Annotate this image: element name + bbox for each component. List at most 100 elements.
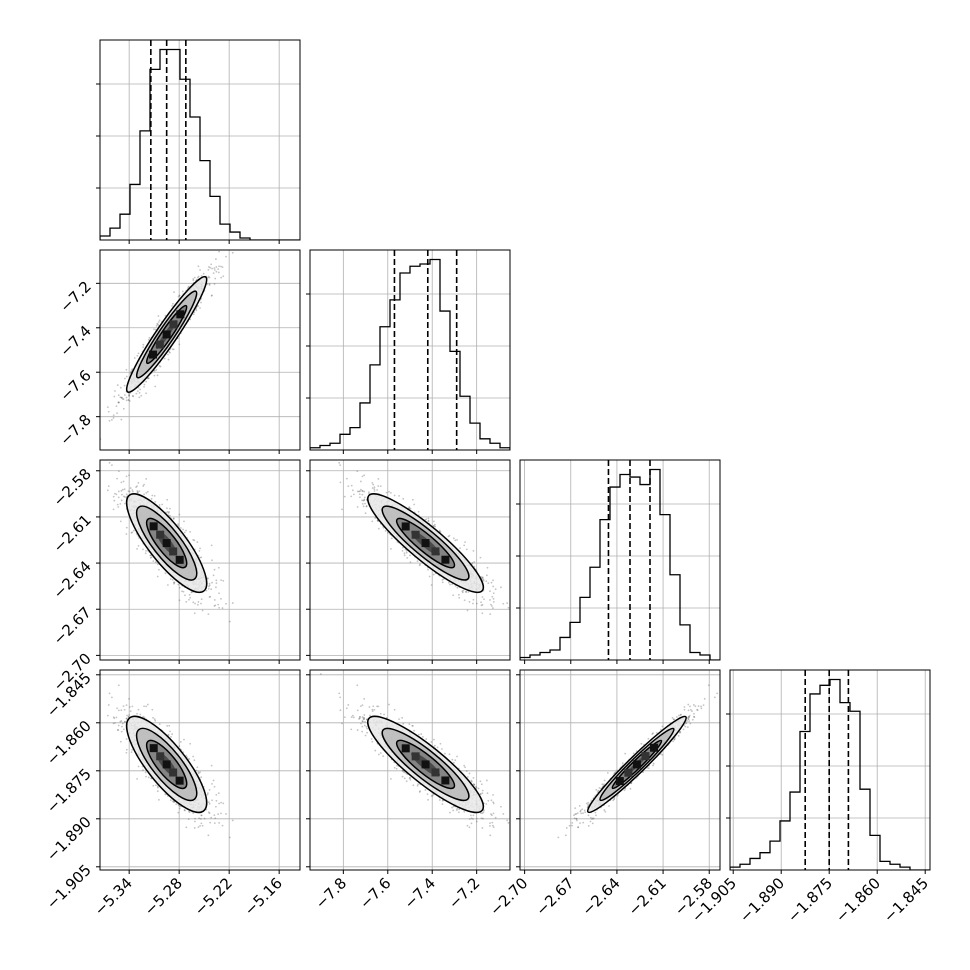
sample-point: [125, 533, 128, 535]
histogram-panel-2: [516, 459, 721, 664]
sample-point: [213, 605, 216, 607]
sample-point: [213, 568, 216, 571]
sample-point: [156, 374, 159, 377]
sample-point: [195, 309, 198, 312]
sample-point: [182, 528, 184, 531]
sample-point: [119, 396, 122, 399]
sample-point: [373, 486, 376, 489]
density-block: [149, 522, 158, 531]
sample-point: [121, 396, 123, 399]
sample-point: [150, 556, 153, 559]
sample-point: [115, 493, 118, 496]
sample-point: [137, 482, 140, 484]
sample-point: [363, 498, 366, 501]
sample-point: [372, 483, 375, 486]
sample-point: [456, 586, 459, 589]
sample-point: [190, 591, 193, 593]
sample-point: [350, 484, 353, 487]
sample-point: [390, 537, 393, 540]
sample-point: [211, 294, 213, 297]
sample-point: [448, 534, 451, 537]
sample-point: [183, 531, 186, 534]
sample-point: [128, 400, 131, 402]
sample-point: [225, 255, 227, 258]
sample-point: [155, 325, 158, 327]
sample-point: [178, 343, 181, 346]
sample-point: [128, 394, 130, 397]
sample-point: [491, 605, 493, 607]
histogram-step: [310, 258, 510, 450]
sample-point: [377, 527, 380, 530]
sample-point: [433, 520, 435, 523]
sample-point: [506, 602, 509, 604]
sample-point: [427, 520, 430, 523]
sample-point: [122, 407, 125, 410]
sample-point: [231, 251, 234, 254]
sample-point: [112, 495, 115, 498]
sample-point: [168, 511, 171, 513]
sample-point: [121, 725, 123, 728]
sample-point: [403, 552, 406, 555]
histogram-panel-1: [306, 249, 511, 454]
sample-point: [418, 564, 421, 567]
sample-point: [117, 470, 120, 473]
sample-point: [120, 396, 123, 399]
sample-point: [166, 498, 169, 501]
sample-point: [416, 560, 419, 562]
sample-point: [171, 578, 174, 581]
sample-point: [169, 514, 171, 517]
sample-point: [170, 735, 172, 738]
sample-point: [138, 392, 141, 394]
sample-point: [136, 490, 139, 492]
sample-point: [377, 478, 380, 480]
density-block: [421, 539, 430, 548]
sample-point: [220, 276, 223, 279]
panel-frame: [309, 249, 511, 451]
sample-point: [179, 527, 182, 529]
sample-point: [447, 535, 450, 538]
sample-point: [130, 370, 133, 373]
sample-point: [208, 582, 211, 585]
sample-point: [361, 489, 364, 492]
sample-point: [146, 490, 149, 493]
panel-frame: [99, 249, 301, 451]
sample-point: [471, 562, 474, 564]
sample-point: [490, 581, 493, 584]
sample-point: [390, 547, 392, 550]
sample-point: [196, 541, 199, 544]
sample-point: [125, 375, 128, 378]
sample-point: [345, 477, 348, 480]
sample-point: [358, 490, 360, 493]
sample-point: [480, 576, 483, 579]
sample-point: [182, 590, 185, 593]
sample-point: [164, 572, 167, 575]
sample-point: [213, 269, 216, 271]
sample-point: [481, 612, 484, 615]
sample-point: [218, 592, 220, 595]
sample-point: [142, 346, 145, 349]
sample-point: [360, 488, 362, 491]
sample-point: [461, 590, 464, 593]
sample-point: [171, 348, 174, 351]
sample-point: [452, 594, 455, 597]
sample-point: [143, 383, 146, 386]
sample-point: [485, 574, 488, 577]
sample-point: [456, 539, 458, 541]
sample-point: [140, 394, 143, 397]
sample-point: [116, 412, 118, 415]
sample-point: [173, 581, 175, 584]
sample-point: [197, 265, 200, 268]
sample-point: [207, 834, 210, 837]
sample-point: [465, 548, 468, 551]
sample-point: [131, 489, 134, 491]
sample-point: [124, 377, 126, 380]
sample-point: [125, 396, 128, 399]
sample-point: [207, 265, 210, 268]
sample-point: [114, 492, 116, 495]
sample-point: [131, 490, 134, 493]
sample-point: [116, 477, 118, 480]
sample-point: [133, 357, 136, 359]
panel-frame: [99, 39, 301, 241]
sample-point: [482, 579, 485, 582]
